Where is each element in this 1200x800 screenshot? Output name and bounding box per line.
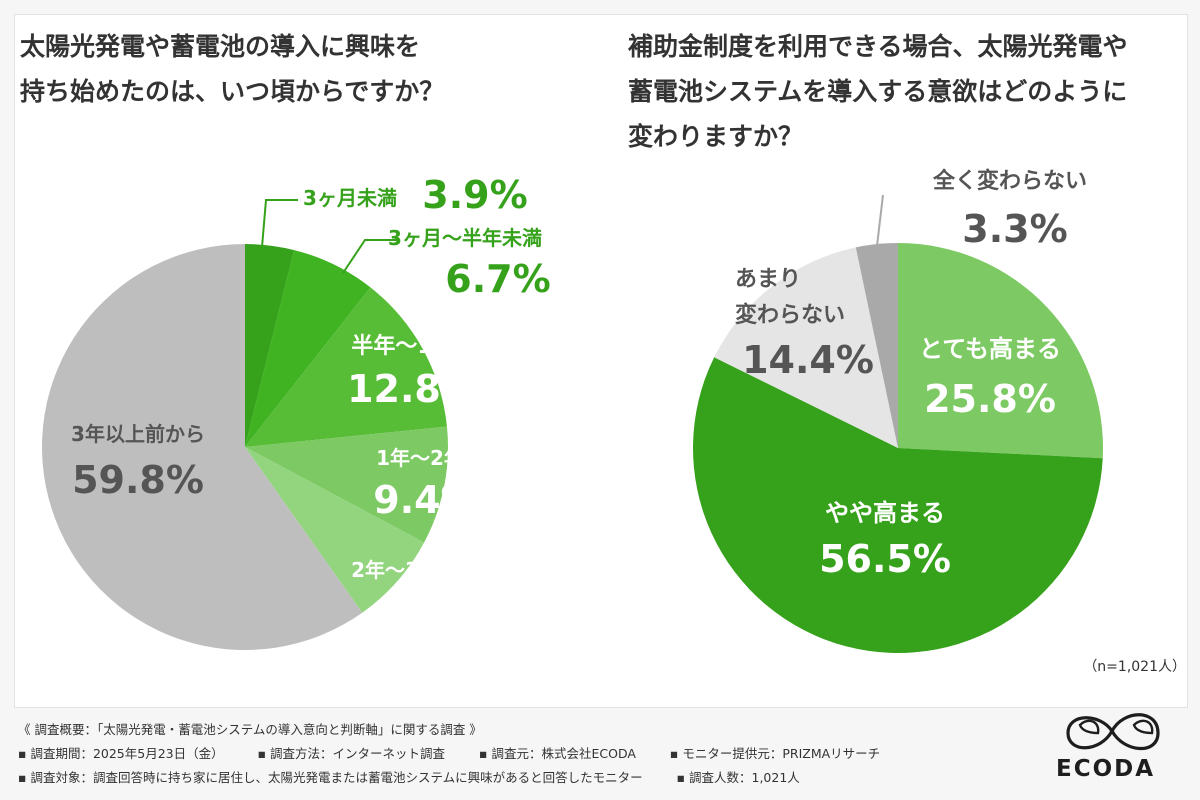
chart1-leader-0	[261, 199, 298, 248]
chart1-value-5: 59.8%	[72, 458, 204, 502]
chart1-slice-0	[245, 244, 295, 447]
chart1-slice-1	[245, 250, 371, 447]
pie-chart-interest-start	[41, 244, 449, 650]
chart2-value-3: 3.3%	[962, 207, 1067, 251]
chart2-value-2: 14.4%	[742, 338, 874, 382]
footer-monitor: ▪ モニター提供元：PRIZMAリサーチ	[669, 746, 881, 761]
sample-size-note: （n=1,021人）	[1083, 659, 1186, 675]
chart2-label-1: やや高まる	[825, 499, 945, 527]
pie-chart-subsidy-motivation	[693, 243, 1103, 653]
survey-footer: 《 調査概要：「太陽光発電・蓄電池システムの導入意向と判断軸」に関する調査 》 …	[18, 718, 880, 790]
footer-overview: 《 調査概要：「太陽光発電・蓄電池システムの導入意向と判断軸」に関する調査 》	[18, 722, 482, 737]
chart2-label-0: とても高まる	[919, 335, 1061, 363]
chart1-value-3: 9.4%	[373, 478, 478, 522]
ecoda-logo-icon	[1066, 713, 1160, 751]
chart1-leader-1	[342, 239, 398, 274]
chart2-title: 補助金制度を利用できる場合、太陽光発電や 蓄電池システムを導入する意欲はどのよう…	[628, 32, 1128, 151]
footer-period: ▪ 調査期間：2025年5月23日（金）	[18, 746, 224, 761]
chart1-label-0: 3ヶ月未満	[303, 186, 397, 210]
chart2-label-3: 全く変わらない	[932, 168, 1087, 194]
chart2-slice-0	[898, 243, 1103, 459]
chart1-label-2: 半年〜1年未満	[351, 333, 498, 359]
chart1-value-2: 12.8%	[347, 367, 479, 411]
chart1-slice-4	[245, 447, 425, 613]
chart2-leader-3	[876, 194, 884, 247]
ecoda-logo-text: ECODA	[1056, 756, 1156, 782]
chart1-slice-3	[245, 426, 449, 543]
chart1-value-0: 3.9%	[422, 173, 527, 217]
chart1-label-3: 1年〜2年未満	[376, 446, 504, 470]
footer-source: ▪ 調査元：株式会社ECODA	[479, 746, 636, 761]
chart1-slice-5	[41, 244, 363, 650]
chart2-slice-2	[714, 247, 898, 448]
chart1-label-5: 3年以上前から	[71, 422, 205, 446]
chart2-value-1: 56.5%	[819, 537, 951, 581]
chart1-label-4: 2年〜3年未満	[351, 558, 479, 582]
chart1-value-1: 6.7%	[445, 257, 550, 301]
footer-details-1: ▪ 調査期間：2025年5月23日（金） ▪ 調査方法：インターネット調査 ▪ …	[18, 742, 880, 766]
chart2-value-0: 25.8%	[924, 377, 1056, 421]
chart1-label-1: 3ヶ月〜半年未満	[388, 226, 542, 250]
footer-method: ▪ 調査方法：インターネット調査	[257, 746, 446, 761]
chart-labels: 3ヶ月未満 3.9% 3ヶ月〜半年未満 6.7% 半年〜1年未満 12.8% 1年〜2年未満…	[71, 168, 1087, 633]
chart1-value-4: 7.4%	[380, 589, 485, 633]
footer-count: ▪ 調査人数：1,021人	[676, 770, 800, 785]
chart2-slice-3	[855, 243, 898, 448]
chart2-label-2: あまり変わらない	[735, 267, 845, 328]
chart1-slice-2	[245, 287, 447, 447]
footer-target: ▪ 調査対象：調査回答時に持ち家に居住し、太陽光発電または蓄電池システムに興味が…	[18, 770, 643, 785]
chart1-title: 太陽光発電や蓄電池の導入に興味を 持ち始めたのは、いつ頃からですか？	[20, 32, 445, 106]
chart2-slice-1	[693, 357, 1103, 653]
footer-details-2: ▪ 調査対象：調査回答時に持ち家に居住し、太陽光発電または蓄電池システムに興味が…	[18, 766, 880, 790]
